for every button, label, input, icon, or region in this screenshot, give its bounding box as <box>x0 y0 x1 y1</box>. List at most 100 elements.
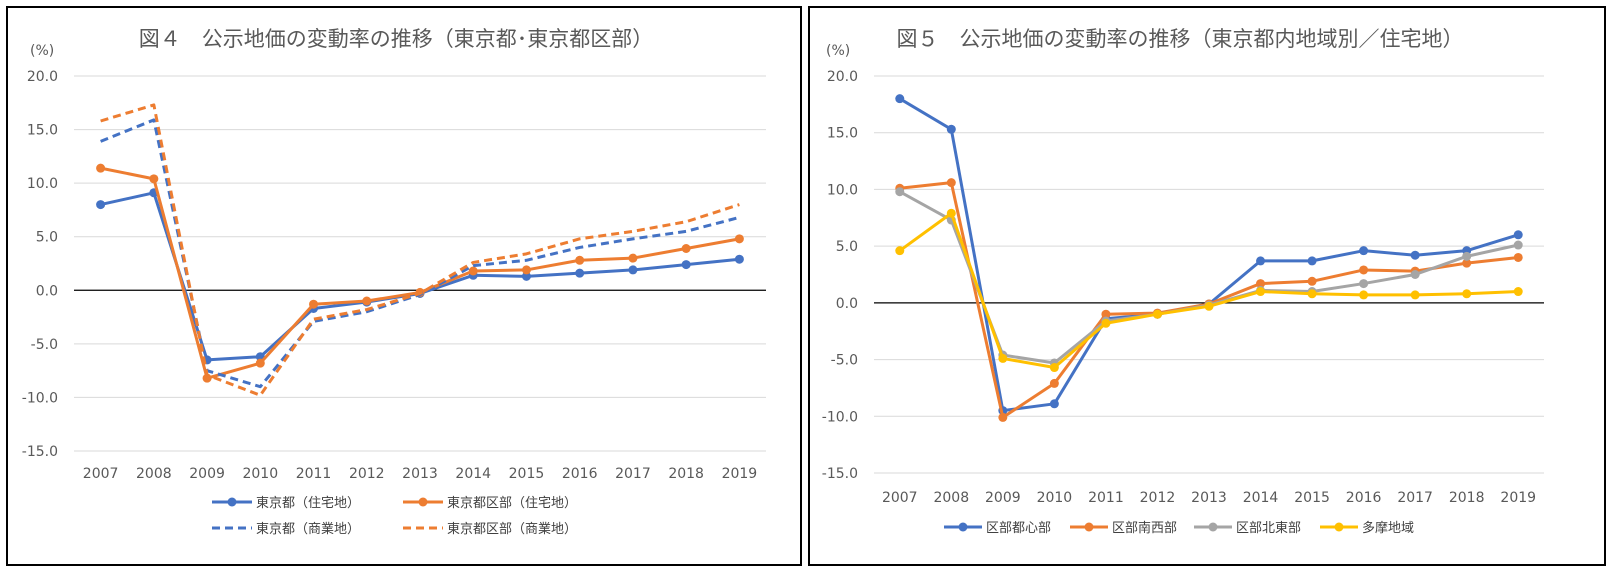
legend-label: 東京都（商業地） <box>256 521 360 537</box>
data-point <box>1101 309 1111 319</box>
y-tick-label: 20.0 <box>27 69 58 85</box>
chart-fig5: 図５ 公示地価の変動率の推移（東京都内地域別／住宅地） (%) 20.0 15.0 10… <box>822 27 1544 536</box>
x-tick-label: 2007 <box>882 490 918 506</box>
data-point <box>1359 279 1369 289</box>
data-point <box>575 255 585 265</box>
legend-label: 区部南西部 <box>1112 520 1177 536</box>
series-line <box>100 166 740 380</box>
chart-title: 図４ 公示地価の変動率の推移（東京都･東京都区部） <box>139 27 654 51</box>
data-point <box>1513 252 1523 262</box>
legend-item: 区部南西部 <box>1070 520 1177 536</box>
data-point <box>1359 290 1369 300</box>
x-tick-label: 2009 <box>985 490 1021 506</box>
series-3 <box>100 103 740 397</box>
legend-item: 区部都心部 <box>944 521 1051 536</box>
data-point <box>895 246 905 256</box>
data-point <box>681 244 691 253</box>
legend-label: 東京都区部（住宅地） <box>447 495 577 511</box>
y-tick-label: 5.0 <box>36 230 58 246</box>
legend-item: 区部北東部 <box>1194 520 1301 536</box>
data-point <box>1049 363 1059 373</box>
data-point <box>1513 240 1523 250</box>
y-tick-label: 20.0 <box>827 69 858 85</box>
data-point <box>1410 250 1420 260</box>
data-point <box>575 268 585 278</box>
data-point <box>1152 309 1162 319</box>
data-point <box>1513 230 1523 240</box>
data-point <box>1359 265 1369 275</box>
x-tick-label: 2010 <box>1037 490 1073 506</box>
data-point <box>1101 318 1111 328</box>
x-tick-label: 2017 <box>615 466 651 482</box>
data-point <box>202 373 212 383</box>
x-tick-label: 2013 <box>402 466 438 482</box>
y-tick-label: 10.0 <box>827 182 858 198</box>
data-point <box>1513 287 1523 297</box>
y-tick-label: 5.0 <box>836 239 858 255</box>
chart-fig4: 図４ 公示地価の変動率の推移（東京都･東京都区部） (%) 20.0 15.0 10.0… <box>22 27 766 537</box>
legend-marker <box>1334 522 1344 532</box>
x-tick-label: 2012 <box>349 466 385 482</box>
legend-item: 東京都区部（住宅地） <box>403 495 577 511</box>
data-point <box>1256 287 1266 297</box>
data-point <box>521 265 531 275</box>
data-point <box>1256 256 1266 266</box>
legend-label: 区部都心部 <box>986 521 1051 536</box>
data-point <box>468 266 478 276</box>
x-tick-label: 2018 <box>668 466 704 482</box>
data-point <box>734 234 744 244</box>
y-tick-label: -5.0 <box>831 353 858 369</box>
y-tick-label: 10.0 <box>27 176 58 192</box>
data-point <box>149 174 159 184</box>
data-point <box>362 296 372 306</box>
legend: 区部都心部 区部南西部 区部北東部 多摩地域 <box>944 520 1414 536</box>
data-point <box>309 299 319 309</box>
legend-marker <box>227 497 237 507</box>
y-tick-label: 0.0 <box>36 283 58 299</box>
legend-item: 東京都区部（商業地） <box>403 521 577 537</box>
x-tick-label: 2016 <box>1346 490 1382 506</box>
data-point <box>1307 289 1317 299</box>
x-tick-label: 2012 <box>1140 490 1176 506</box>
series-1 <box>895 178 1523 422</box>
legend-label: 区部北東部 <box>1236 520 1301 536</box>
chart-panel-fig4: 図４ 公示地価の変動率の推移（東京都･東京都区部） (%) 20.0 15.0 10.0… <box>6 6 802 566</box>
y-tick-label: -5.0 <box>31 337 58 353</box>
data-point <box>1307 256 1317 266</box>
legend-marker <box>958 522 968 532</box>
legend-marker <box>418 497 428 507</box>
data-point <box>255 358 265 368</box>
x-tick-label: 2011 <box>1088 490 1124 506</box>
y-tick-label: 15.0 <box>27 123 58 139</box>
x-tick-label: 2010 <box>242 466 278 482</box>
y-tick-label: -10.0 <box>822 409 858 425</box>
x-tick-label: 2018 <box>1449 490 1485 506</box>
y-tick-label: -15.0 <box>822 466 858 482</box>
y-unit-label: (%) <box>826 43 850 59</box>
y-tick-label: 0.0 <box>836 296 858 312</box>
data-point <box>946 208 956 218</box>
legend-marker <box>1084 522 1094 532</box>
x-tick-label: 2007 <box>83 466 119 482</box>
data-point <box>521 271 531 281</box>
data-point <box>628 265 638 275</box>
x-tick-label: 2016 <box>562 466 598 482</box>
data-point <box>946 124 956 134</box>
legend-item: 東京都（商業地） <box>212 521 360 537</box>
x-tick-label: 2015 <box>509 466 545 482</box>
x-tick-label: 2009 <box>189 466 225 482</box>
data-point <box>1462 258 1472 268</box>
data-point <box>946 178 956 188</box>
data-point <box>998 353 1008 363</box>
data-point <box>1256 279 1266 289</box>
x-tick-label: 2015 <box>1294 490 1330 506</box>
x-tick-label: 2014 <box>455 466 491 482</box>
x-tick-label: 2019 <box>1500 490 1536 506</box>
y-tick-label: 15.0 <box>827 126 858 142</box>
data-point <box>1462 289 1472 299</box>
data-point <box>1410 270 1420 279</box>
legend-item: 多摩地域 <box>1320 520 1414 536</box>
series-0 <box>96 188 744 365</box>
legend: 東京都（住宅地） 東京都区部（住宅地） 東京都（商業地） 東京都区部（商業地） <box>212 495 577 537</box>
data-point <box>1307 276 1317 286</box>
